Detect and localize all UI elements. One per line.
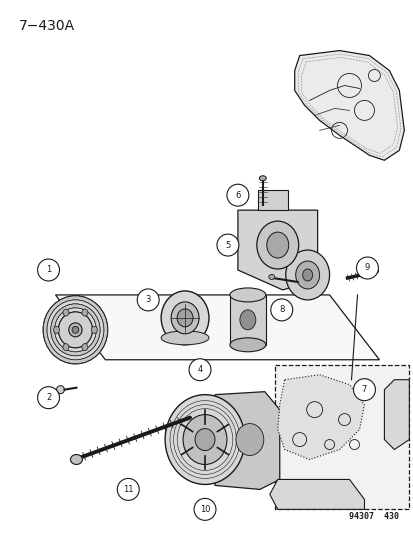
Ellipse shape [161,331,209,345]
Circle shape [117,479,139,500]
Polygon shape [269,480,363,510]
Ellipse shape [302,269,312,281]
FancyBboxPatch shape [274,365,408,510]
Text: 7−430A: 7−430A [19,19,75,33]
Ellipse shape [235,424,263,456]
Ellipse shape [195,429,214,450]
Ellipse shape [285,250,329,300]
Text: 94307  430: 94307 430 [349,512,399,521]
Ellipse shape [229,338,265,352]
Ellipse shape [183,415,226,464]
Ellipse shape [51,304,100,356]
Ellipse shape [165,394,244,484]
Ellipse shape [47,300,104,360]
Ellipse shape [63,309,69,316]
Text: 8: 8 [278,305,284,314]
Ellipse shape [370,268,377,274]
Polygon shape [237,210,317,290]
Ellipse shape [43,296,107,364]
Ellipse shape [82,309,88,316]
Circle shape [189,359,211,381]
Ellipse shape [55,308,96,352]
Polygon shape [384,379,408,449]
Text: 7: 7 [361,385,366,394]
Ellipse shape [69,323,82,337]
Text: 9: 9 [364,263,369,272]
Ellipse shape [56,386,64,394]
Circle shape [216,234,238,256]
Ellipse shape [161,291,209,345]
Ellipse shape [239,310,255,330]
Ellipse shape [171,302,199,334]
Ellipse shape [43,296,107,364]
Ellipse shape [70,455,82,464]
Polygon shape [214,392,279,489]
Circle shape [38,259,59,281]
Ellipse shape [266,232,288,258]
Polygon shape [55,295,378,360]
Text: 10: 10 [199,505,210,514]
Polygon shape [257,190,287,210]
Text: 6: 6 [235,191,240,200]
Ellipse shape [58,312,92,348]
Ellipse shape [256,221,298,269]
Ellipse shape [91,326,97,333]
Ellipse shape [53,326,59,333]
Circle shape [137,289,159,311]
Circle shape [194,498,216,520]
Ellipse shape [259,176,266,181]
Circle shape [270,299,292,321]
Text: 5: 5 [225,240,230,249]
Ellipse shape [51,304,100,356]
Circle shape [353,379,375,401]
Ellipse shape [268,274,274,279]
Bar [229,295,265,345]
Ellipse shape [82,344,88,351]
Text: 3: 3 [145,295,150,304]
Text: 2: 2 [46,393,51,402]
Text: 4: 4 [197,365,202,374]
Ellipse shape [63,344,69,351]
Ellipse shape [47,300,104,360]
Polygon shape [294,51,404,160]
Ellipse shape [229,288,265,302]
Ellipse shape [295,261,319,289]
Text: 11: 11 [123,485,133,494]
Ellipse shape [58,312,92,348]
Circle shape [356,257,377,279]
Ellipse shape [55,308,96,352]
Circle shape [226,184,248,206]
Circle shape [38,386,59,409]
Ellipse shape [72,326,78,333]
Text: 1: 1 [46,265,51,274]
Polygon shape [277,375,363,459]
Ellipse shape [177,309,192,327]
